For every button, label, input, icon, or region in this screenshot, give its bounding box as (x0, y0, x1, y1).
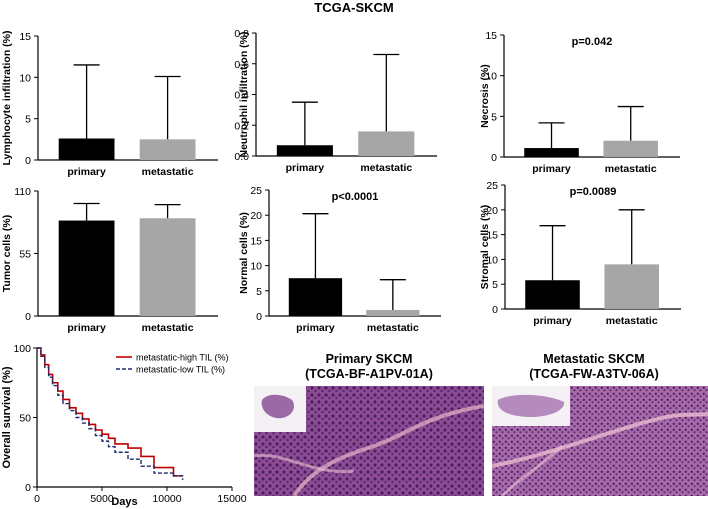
stromal-ytick-label: 15 (486, 230, 498, 242)
normal-ytick-label: 5 (256, 286, 262, 298)
necro-ytick-label: 10 (485, 71, 497, 83)
neut-ytick-label: 0.6 (234, 59, 249, 71)
tumor-ytick-label: 110 (14, 186, 31, 198)
histology-title-metastatic-line2: (TCGA-FW-A3TV-06A) (529, 367, 659, 381)
histology-image-metastatic (492, 386, 708, 496)
neut-ytick-label: 0.2 (234, 120, 249, 132)
necro-xtick-label: primary (532, 163, 571, 175)
neut-ytick-label: 0.4 (234, 90, 249, 102)
lymph-xtick-label: primary (67, 166, 106, 178)
histology-image-primary (254, 386, 484, 496)
neut-ytick-label: 0.0 (234, 151, 249, 163)
lymph-xtick-label: metastatic (142, 166, 194, 178)
km-ylabel: Overall survival (%) (1, 366, 13, 468)
km-legend-label-high: metastatic-high TIL (%) (136, 353, 229, 363)
stromal-ytick-label: 5 (492, 279, 498, 291)
necro-ytick-label: 0 (491, 152, 497, 164)
stromal-ylabel: Stromal cells (%) (479, 205, 491, 290)
lymph-bar-primary (58, 138, 115, 160)
tissue-texture-metastatic (492, 386, 708, 496)
km-xtick-label: 15000 (217, 493, 246, 505)
neut-bar-primary (276, 145, 333, 156)
figure-title: TCGA-SKCM (314, 0, 394, 15)
normal-ytick-label: 15 (250, 235, 262, 247)
necro-pvalue: p=0.042 (572, 36, 613, 48)
km-legend-label-low: metastatic-low TIL (%) (136, 365, 225, 375)
km-curve-low (37, 347, 184, 481)
lymph-ytick-label: 10 (19, 72, 31, 84)
lymph-bar-metastatic (139, 139, 196, 160)
normal-pvalue: p<0.0001 (332, 191, 379, 203)
normal-xtick-label: metastatic (367, 322, 419, 334)
km-xtick-label: 10000 (152, 493, 181, 505)
neut-bar-metastatic (358, 131, 415, 156)
histology-title-primary: Primary SKCM (TCGA-BF-A1PV-01A) (255, 352, 483, 382)
km-ytick-label: 0 (25, 482, 31, 494)
tissue-texture-primary (254, 386, 484, 496)
normal-xtick-label: primary (296, 322, 335, 334)
tumor-bar-metastatic (139, 218, 196, 316)
stromal-ytick-label: 20 (486, 205, 498, 217)
necro-ytick-label: 5 (491, 111, 497, 123)
tumor-xtick-label: metastatic (142, 322, 194, 334)
tumor-ytick-label: 0 (25, 311, 31, 323)
necro-xtick-label: metastatic (605, 163, 657, 175)
tumor-ylabel: Tumor cells (%) (1, 215, 13, 292)
stromal-pvalue: p=0.0089 (570, 186, 617, 198)
stromal-ytick-label: 10 (486, 254, 498, 266)
normal-bar-metastatic (366, 309, 420, 316)
normal-ytick-label: 0 (256, 311, 262, 323)
km-xtick-label: 0 (34, 493, 40, 505)
lymph-ytick-label: 5 (25, 114, 31, 126)
stromal-ytick-label: 25 (486, 180, 498, 192)
tumor-bar-primary (58, 220, 115, 316)
histology-title-primary-line1: Primary SKCM (325, 352, 413, 366)
histology-title-metastatic-line1: Metastatic SKCM (543, 352, 645, 366)
neut-ylabel: Neutrophil infiltration (%) (238, 32, 250, 158)
histology-title-primary-line2: (TCGA-BF-A1PV-01A) (305, 367, 433, 381)
neut-xtick-label: metastatic (360, 162, 412, 174)
km-xlabel: Days (111, 496, 137, 508)
lymph-ytick-label: 15 (19, 31, 31, 43)
normal-ytick-label: 25 (250, 185, 262, 197)
necro-bar-metastatic (603, 140, 658, 157)
neut-xtick-label: primary (286, 162, 325, 174)
stromal-bar-metastatic (604, 264, 659, 309)
stromal-bar-primary (525, 280, 580, 309)
necro-ylabel: Necrosis (%) (479, 64, 491, 128)
normal-ylabel: Normal cells (%) (238, 212, 250, 294)
km-xtick-label: 5000 (90, 493, 114, 505)
normal-ytick-label: 20 (250, 210, 262, 222)
stromal-xtick-label: metastatic (606, 315, 658, 327)
normal-ytick-label: 10 (250, 261, 262, 273)
stromal-xtick-label: primary (533, 315, 572, 327)
tumor-ytick-label: 55 (19, 249, 31, 261)
km-ytick-label: 50 (19, 413, 31, 425)
stromal-ytick-label: 0 (492, 304, 498, 316)
necro-bar-primary (524, 148, 579, 157)
neut-ytick-label: 0.8 (234, 28, 249, 40)
necro-ytick-label: 15 (485, 30, 497, 42)
km-ytick-label: 100 (13, 343, 31, 355)
normal-bar-primary (288, 278, 343, 316)
histology-title-metastatic: Metastatic SKCM (TCGA-FW-A3TV-06A) (480, 352, 708, 382)
tumor-xtick-label: primary (67, 322, 106, 334)
lymph-ytick-label: 0 (25, 155, 31, 167)
lymph-ylabel: Lymphocyte infiltration (%) (1, 31, 13, 166)
